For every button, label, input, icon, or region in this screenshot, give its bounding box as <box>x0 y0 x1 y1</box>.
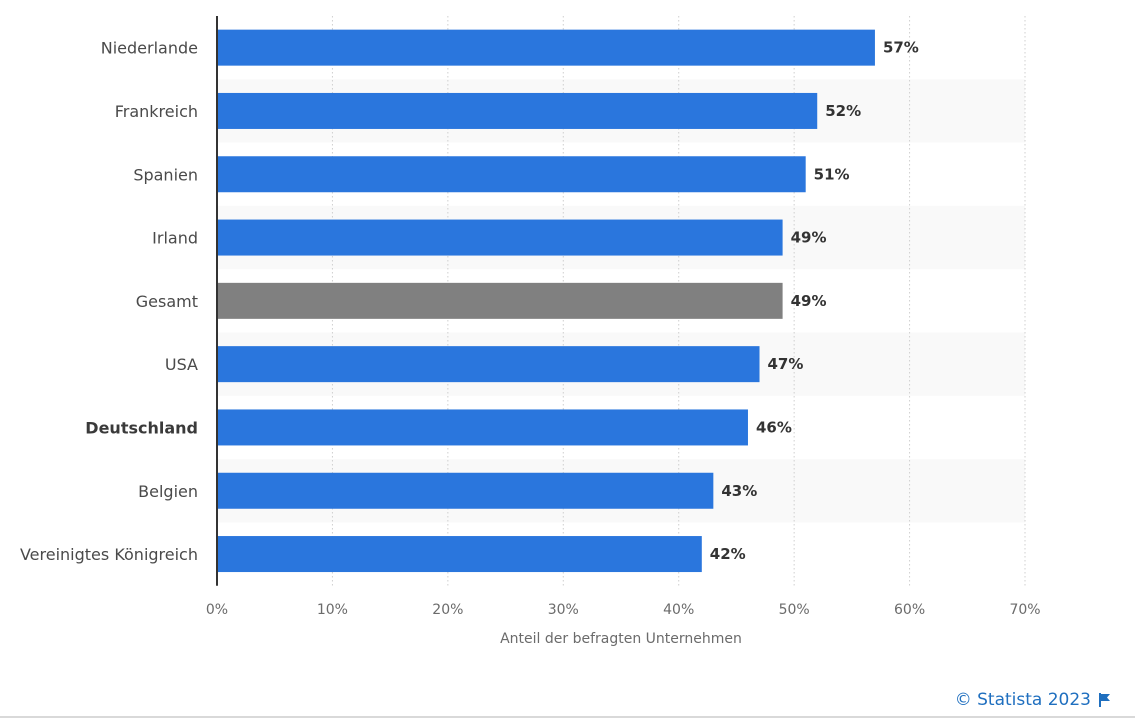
bottom-divider <box>0 716 1135 718</box>
category-label: Gesamt <box>136 292 198 311</box>
bar-chart: 57% 52% 51% 49% 49% 47% 46% 43% 42% Niederlande F… <box>20 16 1041 647</box>
bar[interactable] <box>217 156 806 193</box>
bar[interactable] <box>217 472 714 509</box>
bar[interactable] <box>217 282 783 319</box>
bars <box>217 29 875 573</box>
flag-icon[interactable] <box>1099 693 1111 707</box>
category-label: Belgien <box>138 482 198 501</box>
x-tick-label: 70% <box>1009 602 1040 618</box>
x-axis-title: Anteil der befragten Unternehmen <box>500 631 742 647</box>
bar[interactable] <box>217 536 702 573</box>
data-label: 51% <box>814 165 850 183</box>
category-label: Frankreich <box>115 102 198 121</box>
category-label: Irland <box>152 229 198 248</box>
category-label: USA <box>165 355 198 374</box>
category-labels: Niederlande Frankreich Spanien Irland Gesamt… <box>20 39 198 564</box>
bar[interactable] <box>217 29 875 66</box>
x-tick-label: 60% <box>894 602 925 618</box>
x-tick-label: 50% <box>779 602 810 618</box>
bar[interactable] <box>217 219 783 256</box>
category-label: Spanien <box>133 165 198 184</box>
data-label: 46% <box>756 418 792 436</box>
data-label: 57% <box>883 39 919 57</box>
x-tick-label: 20% <box>432 602 463 618</box>
x-tick-labels: 0% 10% 20% 30% 40% 50% 60% 70% <box>206 602 1041 618</box>
data-label: 49% <box>791 229 827 247</box>
data-label: 47% <box>768 355 804 373</box>
data-label: 42% <box>710 545 746 563</box>
bar[interactable] <box>217 409 748 446</box>
x-tick-label: 0% <box>206 602 228 618</box>
data-label: 52% <box>825 102 861 120</box>
data-label: 49% <box>791 292 827 310</box>
data-labels: 57% 52% 51% 49% 49% 47% 46% 43% 42% <box>710 39 919 563</box>
bar[interactable] <box>217 346 760 383</box>
category-label: Deutschland <box>85 418 198 437</box>
x-tick-label: 10% <box>317 602 348 618</box>
data-label: 43% <box>721 482 757 500</box>
x-tick-label: 30% <box>548 602 579 618</box>
footer-credit[interactable]: © Statista 2023 <box>955 690 1111 710</box>
category-label: Niederlande <box>101 39 198 58</box>
statista-credit[interactable]: © Statista 2023 <box>954 690 1091 710</box>
x-tick-label: 40% <box>663 602 694 618</box>
bar[interactable] <box>217 92 818 129</box>
category-label: Vereinigtes Königreich <box>20 545 198 564</box>
